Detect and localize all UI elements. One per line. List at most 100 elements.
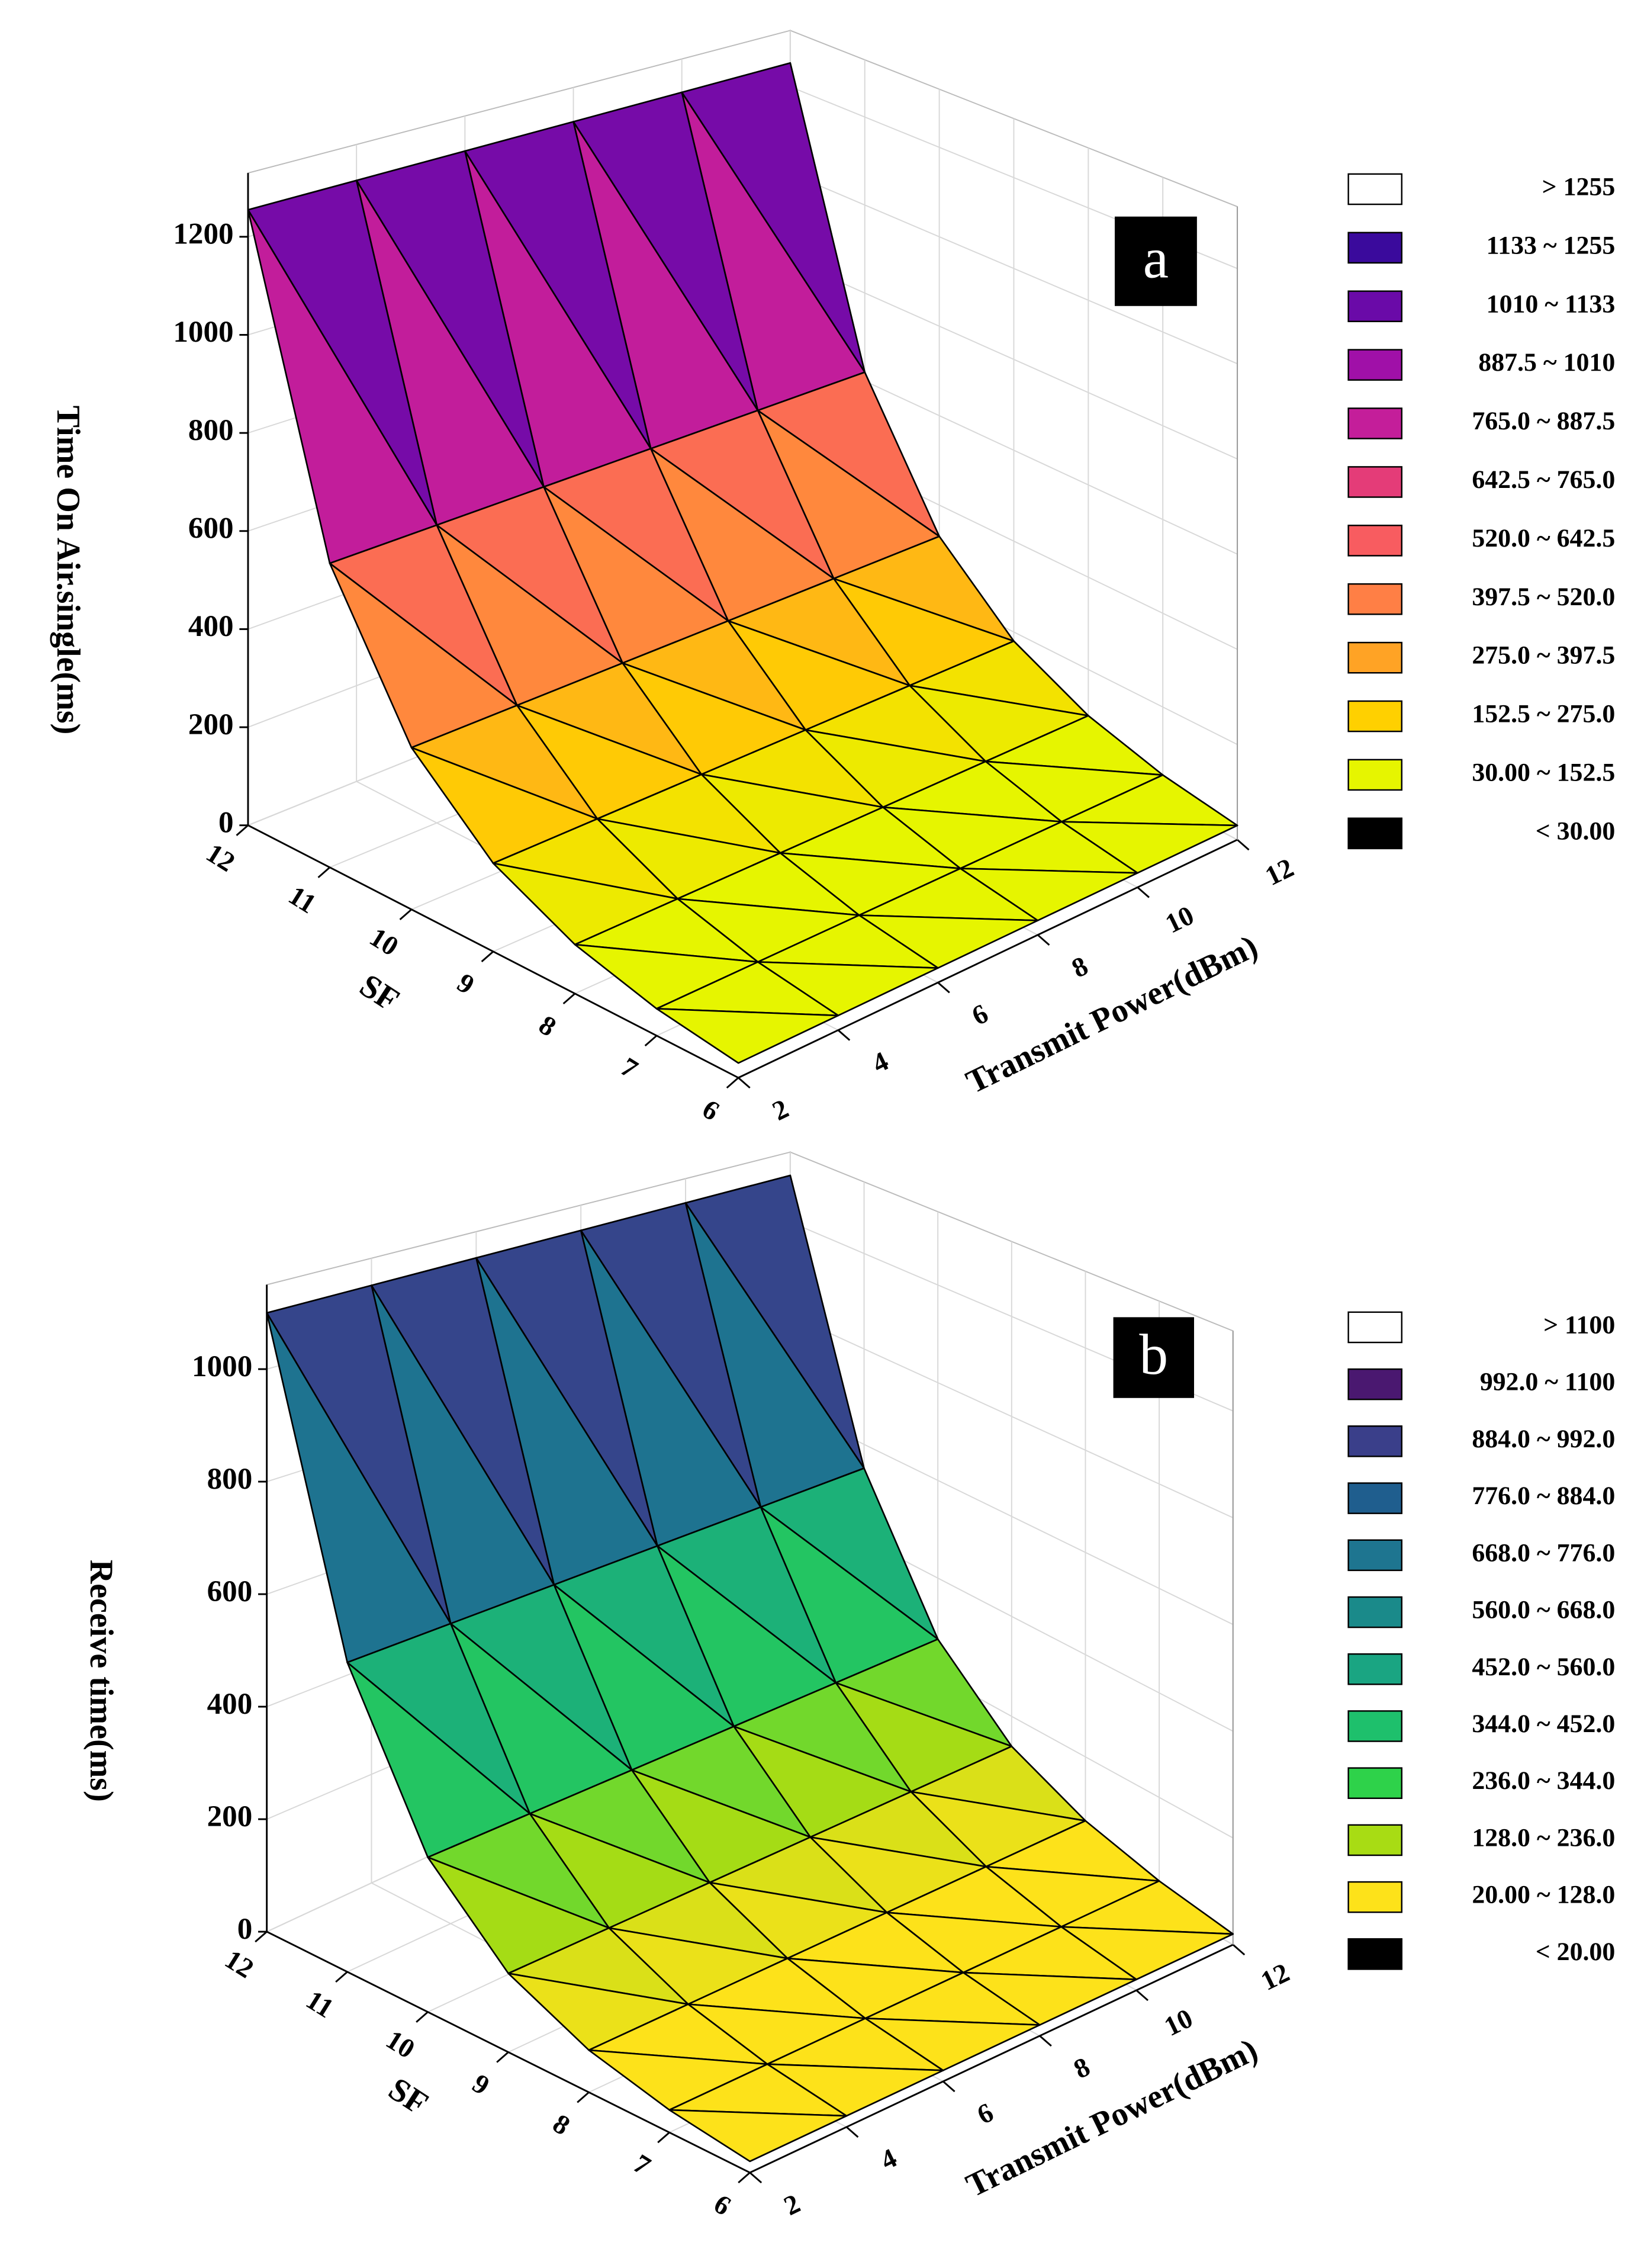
x-tick-label: 2 — [768, 1094, 793, 1127]
y-tick — [481, 950, 494, 963]
legend-label: 30.00 ~ 152.5 — [1472, 759, 1615, 787]
y-tick-label: 7 — [615, 1052, 643, 1085]
x-tick-label: 4 — [868, 1046, 893, 1080]
y-tick — [726, 1077, 739, 1089]
x-axis-title: Transmit Power(dBm) — [961, 2032, 1263, 2205]
legend-swatch — [1347, 232, 1402, 264]
legend-label: 776.0 ~ 884.0 — [1472, 1482, 1615, 1510]
legend-label: 344.0 ~ 452.0 — [1472, 1710, 1615, 1738]
legend-label: > 1100 — [1543, 1310, 1615, 1339]
x-tick — [1037, 934, 1050, 946]
x-tick — [1135, 1989, 1148, 2002]
z-tick-label: 0 — [237, 1912, 253, 1946]
legend-label: 236.0 ~ 344.0 — [1472, 1766, 1615, 1795]
legend-label: < 30.00 — [1536, 817, 1616, 845]
y-tick-label: 8 — [533, 1010, 561, 1043]
z-tick-label: 1000 — [173, 315, 233, 349]
legend-swatch — [1347, 1710, 1402, 1742]
legend-swatch — [1347, 1425, 1402, 1457]
y-tick — [657, 2131, 670, 2144]
z-tick-label: 200 — [207, 1800, 253, 1833]
legend-label: > 1255 — [1542, 173, 1616, 201]
legend-swatch — [1347, 700, 1402, 733]
legend-label: 884.0 ~ 992.0 — [1472, 1425, 1615, 1453]
panel-label-box — [1115, 216, 1197, 306]
legend-swatch — [1347, 349, 1402, 381]
x-tick-label: 12 — [1260, 853, 1298, 892]
legend-swatch — [1347, 641, 1402, 674]
legend-swatch — [1347, 290, 1402, 323]
axis-line — [247, 824, 739, 1079]
axis-line — [738, 839, 1238, 1079]
x-tick-label: 4 — [876, 2143, 902, 2176]
legend-swatch — [1347, 525, 1402, 557]
legend-label: 1133 ~ 1255 — [1487, 231, 1616, 259]
z-tick-label: 400 — [207, 1687, 253, 1721]
y-tick-label: 9 — [452, 968, 480, 1001]
legend-swatch — [1347, 1482, 1402, 1514]
x-tick — [738, 1077, 751, 1089]
legend-swatch — [1347, 173, 1402, 205]
y-tick-label: 12 — [220, 1944, 259, 1984]
z-axis-title: Receive time(ms) — [83, 1560, 120, 1802]
x-tick-label: 8 — [1069, 2052, 1095, 2085]
y-tick — [644, 1035, 658, 1047]
y-tick — [236, 824, 249, 836]
legend-label: 1010 ~ 1133 — [1487, 290, 1616, 318]
legend-label: 128.0 ~ 236.0 — [1472, 1823, 1615, 1852]
y-tick — [562, 992, 576, 1005]
legend-swatch — [1347, 1938, 1402, 1970]
legend-swatch — [1347, 583, 1402, 615]
axis-line — [749, 1943, 1234, 2174]
panel-label: a — [1143, 226, 1169, 290]
y-tick — [738, 2171, 751, 2184]
y-tick-label: 11 — [301, 1985, 339, 2024]
legend-label: 520.0 ~ 642.5 — [1472, 524, 1615, 552]
legend-swatch — [1347, 1368, 1402, 1400]
z-tick-label: 600 — [207, 1575, 253, 1608]
x-tick — [1232, 1943, 1246, 1956]
surface-cell — [655, 1008, 839, 1064]
z-tick-label: 0 — [218, 805, 234, 839]
legend-label: 452.0 ~ 560.0 — [1472, 1653, 1615, 1681]
x-tick-label: 2 — [780, 2189, 805, 2222]
legend-label: 887.5 ~ 1010 — [1478, 348, 1615, 377]
x-tick-label: 12 — [1256, 1958, 1294, 1997]
legend-swatch — [1347, 1311, 1402, 1344]
x-tick-label: 6 — [967, 998, 993, 1032]
z-axis-title: Time On Air.single(ms) — [50, 406, 86, 735]
z-tick-label: 800 — [207, 1462, 253, 1496]
y-axis-title: SF — [382, 2071, 435, 2123]
x-tick-label: 10 — [1161, 900, 1199, 939]
legend-label: 642.5 ~ 765.0 — [1472, 465, 1615, 494]
y-tick-label: 7 — [628, 2149, 656, 2182]
y-tick — [577, 2092, 590, 2103]
x-tick-label: 6 — [973, 2097, 998, 2131]
legend-swatch — [1347, 1653, 1402, 1685]
x-tick — [1237, 839, 1250, 851]
x-tick-label: 8 — [1067, 951, 1093, 984]
y-tick — [416, 2011, 429, 2023]
legend-swatch — [1347, 1539, 1402, 1572]
y-tick-label: 6 — [697, 1094, 725, 1127]
z-tick-label: 400 — [188, 609, 234, 643]
z-tick-label: 800 — [188, 413, 234, 447]
legend-swatch — [1347, 407, 1402, 439]
legend-swatch — [1347, 759, 1402, 791]
z-tick-label: 1000 — [192, 1350, 252, 1383]
legend-label: 397.5 ~ 520.0 — [1472, 583, 1615, 611]
x-tick — [749, 2171, 763, 2184]
z-tick-label: 600 — [188, 512, 234, 545]
x-tick — [937, 982, 950, 994]
y-tick — [317, 866, 330, 878]
z-tick-label: 1200 — [173, 217, 233, 251]
panel-label-box — [1113, 1317, 1194, 1398]
x-tick — [942, 2080, 955, 2093]
axis-line — [266, 1930, 751, 2174]
x-tick — [1137, 886, 1150, 898]
legend-label: 765.0 ~ 887.5 — [1472, 407, 1615, 435]
y-tick-label: 10 — [364, 922, 403, 962]
legend-label: < 20.00 — [1536, 1938, 1616, 1966]
